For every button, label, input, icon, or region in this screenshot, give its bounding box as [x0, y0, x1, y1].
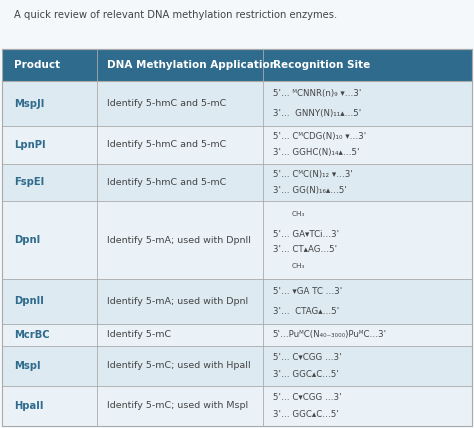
Bar	[2, 126, 472, 163]
Text: Identify 5-hmC and 5-mC: Identify 5-hmC and 5-mC	[107, 140, 226, 149]
Text: 5'…PuᴹC(N₄₀₋₃₀₀₀)PuᴹC…3': 5'…PuᴹC(N₄₀₋₃₀₀₀)PuᴹC…3'	[273, 330, 387, 339]
Text: Identify 5-mC; used with MspI: Identify 5-mC; used with MspI	[107, 401, 248, 410]
Text: CH₃: CH₃	[292, 211, 305, 217]
Text: 5'… C▾CGG …3': 5'… C▾CGG …3'	[273, 392, 341, 401]
Text: Identify 5-hmC and 5-mC: Identify 5-hmC and 5-mC	[107, 178, 226, 187]
Text: McrBC: McrBC	[14, 330, 50, 340]
Bar	[2, 201, 472, 279]
Text: 5'… ᴹCNNR(n)₉ ▾…3': 5'… ᴹCNNR(n)₉ ▾…3'	[273, 89, 361, 98]
Text: 3'…  GNNY(N)₁₁▴…5': 3'… GNNY(N)₁₁▴…5'	[273, 109, 361, 118]
Text: MspJI: MspJI	[14, 98, 45, 109]
Text: 3'… GGHC(N)₁₄▴…5': 3'… GGHC(N)₁₄▴…5'	[273, 149, 359, 158]
Text: MspI: MspI	[14, 361, 41, 371]
Text: 5'… CᴹCDG(N)₁₀ ▾…3': 5'… CᴹCDG(N)₁₀ ▾…3'	[273, 132, 366, 141]
Text: 5'… ▾GA TC …3': 5'… ▾GA TC …3'	[273, 287, 342, 296]
Bar	[2, 81, 472, 126]
Bar	[2, 49, 472, 81]
Text: 5'… CᴹC(N)₁₂ ▾…3': 5'… CᴹC(N)₁₂ ▾…3'	[273, 169, 353, 178]
Text: Product: Product	[14, 60, 60, 70]
Bar	[2, 386, 472, 426]
Text: 5'… C▾CGG …3': 5'… C▾CGG …3'	[273, 353, 341, 362]
Text: Identify 5-mA; used with DpnII: Identify 5-mA; used with DpnII	[107, 236, 251, 245]
Text: 3'…  CTAG▴…5': 3'… CTAG▴…5'	[273, 306, 339, 316]
Text: HpaII: HpaII	[14, 401, 44, 411]
Text: Identify 5-mC: Identify 5-mC	[107, 330, 171, 339]
Text: Identify 5-mC; used with HpaII: Identify 5-mC; used with HpaII	[107, 361, 250, 370]
Text: LpnPI: LpnPI	[14, 140, 46, 150]
Text: DpnI: DpnI	[14, 235, 40, 245]
Text: 3'… GGC▴C…5': 3'… GGC▴C…5'	[273, 370, 338, 379]
Text: 3'… GG(N)₁₆▴…5': 3'… GG(N)₁₆▴…5'	[273, 186, 346, 195]
Bar	[2, 49, 472, 426]
Bar	[2, 324, 472, 346]
Text: Identify 5-hmC and 5-mC: Identify 5-hmC and 5-mC	[107, 99, 226, 108]
Text: FspEI: FspEI	[14, 178, 45, 187]
Bar	[2, 279, 472, 324]
Bar	[2, 163, 472, 201]
Text: Recognition Site: Recognition Site	[273, 60, 370, 70]
Text: Identify 5-mA; used with DpnI: Identify 5-mA; used with DpnI	[107, 297, 248, 306]
Bar	[2, 346, 472, 386]
Text: CH₃: CH₃	[292, 262, 305, 268]
Text: 3'… CT▴AG…5': 3'… CT▴AG…5'	[273, 245, 337, 254]
Text: DpnII: DpnII	[14, 296, 44, 306]
Text: 5'… GA▾TCi…3': 5'… GA▾TCi…3'	[273, 230, 339, 239]
Text: DNA Methylation Application: DNA Methylation Application	[107, 60, 277, 70]
Text: A quick review of relevant DNA methylation restriction enzymes.: A quick review of relevant DNA methylati…	[14, 10, 337, 20]
Text: 3'… GGC▴C…5': 3'… GGC▴C…5'	[273, 410, 338, 419]
